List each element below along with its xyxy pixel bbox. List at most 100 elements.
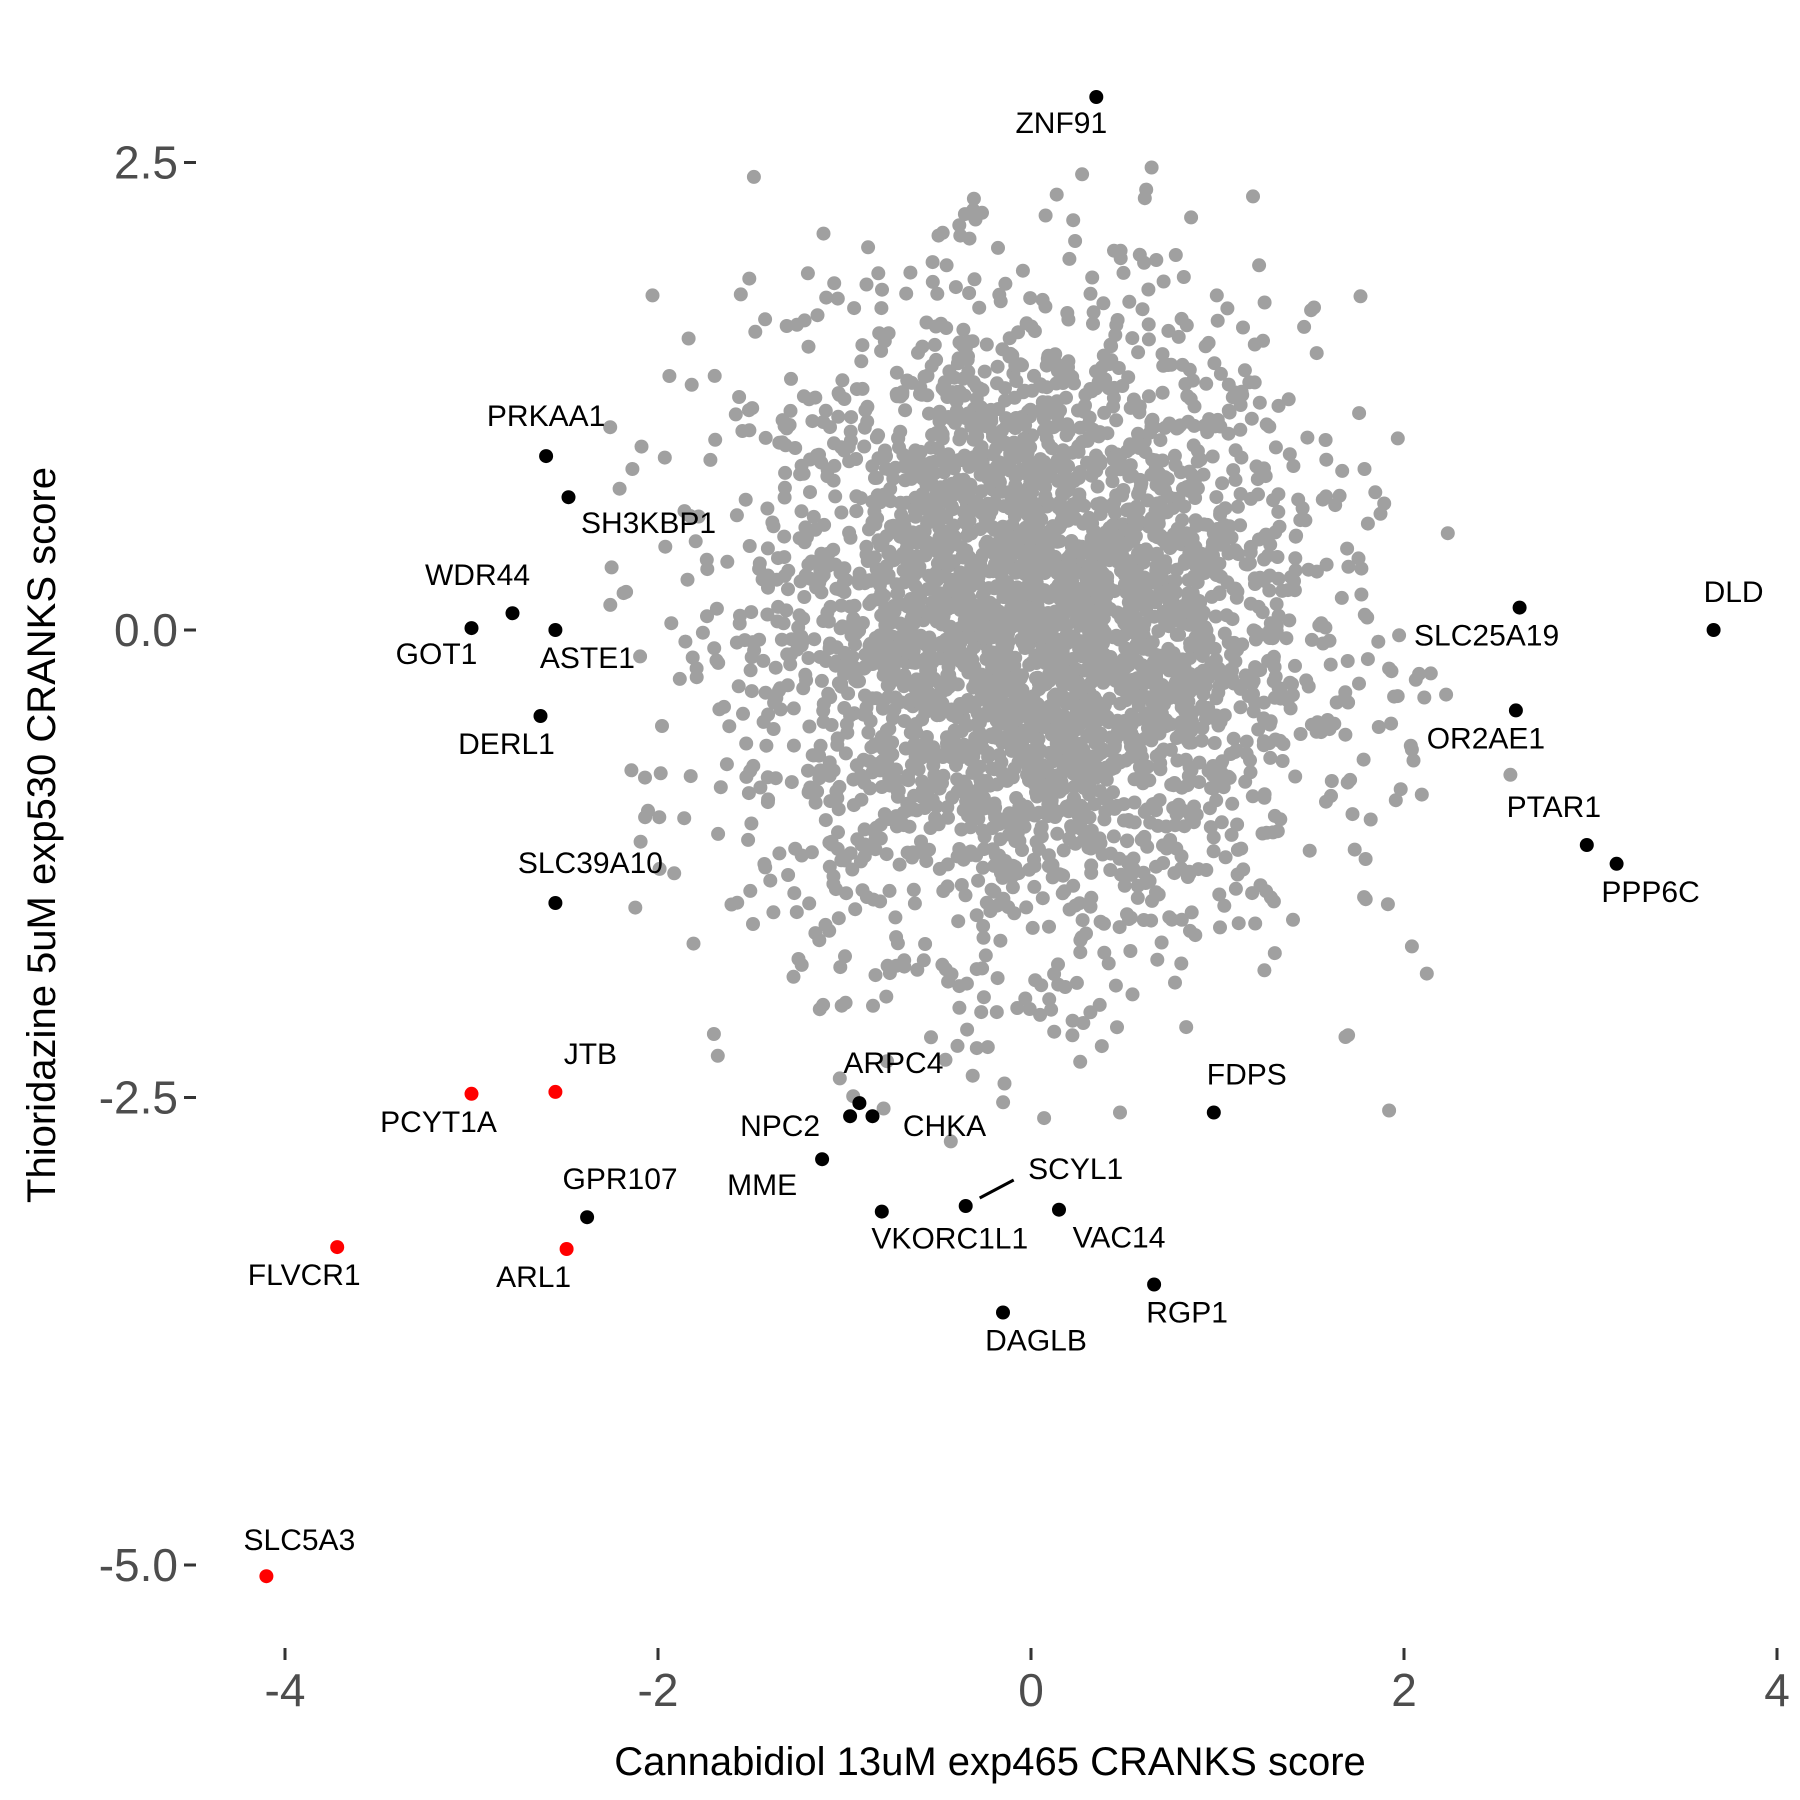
background-point — [1240, 557, 1255, 572]
background-point — [1185, 531, 1200, 546]
background-point — [1217, 708, 1232, 723]
background-point — [1341, 695, 1356, 710]
background-point — [1141, 572, 1156, 587]
background-point — [1002, 331, 1017, 346]
background-point — [1189, 518, 1204, 533]
background-point — [1051, 776, 1066, 791]
background-point — [1156, 274, 1171, 289]
background-point — [951, 351, 966, 366]
background-point — [1214, 815, 1229, 830]
background-point — [941, 659, 956, 674]
background-point — [897, 714, 912, 728]
background-point — [857, 822, 872, 837]
background-point — [939, 549, 953, 564]
background-point — [1190, 575, 1205, 590]
background-point — [969, 554, 984, 569]
background-point — [1134, 552, 1149, 566]
background-point — [1384, 716, 1399, 731]
background-point — [1044, 441, 1059, 456]
background-point — [1282, 613, 1297, 628]
background-point — [1167, 866, 1182, 881]
background-point — [1371, 720, 1386, 734]
background-point — [612, 481, 627, 496]
background-point — [861, 240, 876, 255]
background-point — [925, 255, 940, 270]
background-point — [801, 763, 815, 778]
background-point — [652, 810, 667, 825]
background-point — [925, 427, 940, 442]
background-point — [1250, 472, 1265, 487]
background-point — [1007, 761, 1022, 776]
background-point — [786, 738, 801, 753]
background-point — [1243, 765, 1258, 780]
background-point — [943, 1134, 958, 1149]
background-point — [819, 290, 834, 305]
background-point — [1041, 606, 1056, 620]
background-point — [1035, 891, 1050, 906]
label-ppp6c: PPP6C — [1601, 876, 1699, 909]
background-point — [1066, 213, 1081, 228]
background-point — [980, 496, 995, 511]
background-point — [984, 402, 998, 417]
background-point — [744, 684, 759, 699]
background-point — [1226, 463, 1241, 478]
background-point — [923, 569, 938, 584]
background-point — [1071, 444, 1086, 459]
background-point — [793, 467, 808, 482]
background-point — [786, 969, 801, 984]
background-point — [769, 691, 784, 705]
background-point — [863, 573, 878, 588]
background-point — [949, 403, 964, 418]
background-point — [1027, 879, 1042, 894]
background-point — [742, 423, 757, 438]
background-point — [700, 609, 714, 624]
background-point — [1273, 733, 1288, 748]
x-axis-title: Cannabidiol 13uM exp465 CRANKS score — [614, 1740, 1366, 1784]
background-point — [918, 474, 933, 489]
background-point — [976, 990, 991, 1005]
background-point — [1117, 577, 1132, 592]
background-point — [744, 816, 759, 831]
background-point — [1113, 243, 1128, 258]
background-point — [949, 710, 964, 725]
background-point — [1220, 575, 1235, 590]
background-point — [1335, 463, 1350, 478]
background-point — [888, 551, 903, 566]
background-point — [897, 512, 912, 527]
background-point — [1038, 208, 1053, 223]
background-point — [1182, 651, 1197, 666]
background-point — [997, 1076, 1012, 1091]
background-point — [1056, 586, 1071, 601]
background-point — [730, 895, 745, 910]
background-point — [1267, 946, 1282, 961]
background-point — [1168, 975, 1182, 990]
background-point — [1210, 522, 1225, 536]
background-point — [1163, 833, 1178, 847]
background-point — [1103, 846, 1118, 861]
background-point — [958, 888, 973, 903]
background-point — [863, 781, 877, 796]
background-point — [1034, 978, 1049, 993]
background-point — [972, 759, 987, 774]
background-point — [603, 420, 618, 435]
background-point — [1221, 635, 1236, 650]
background-point — [843, 433, 858, 448]
background-point — [774, 632, 789, 647]
background-point — [994, 812, 1009, 827]
background-point — [933, 651, 947, 666]
background-point — [1182, 484, 1197, 499]
background-point — [1263, 714, 1278, 729]
background-point — [1058, 980, 1073, 994]
background-point — [961, 364, 976, 379]
background-point — [781, 582, 795, 597]
background-point — [1035, 292, 1050, 307]
background-point — [848, 902, 863, 917]
background-point — [939, 595, 954, 610]
background-point — [746, 169, 761, 184]
background-point — [1033, 452, 1048, 467]
background-point — [1049, 376, 1064, 391]
background-point — [1106, 399, 1121, 414]
background-point — [1127, 815, 1142, 830]
background-point — [1101, 715, 1116, 730]
